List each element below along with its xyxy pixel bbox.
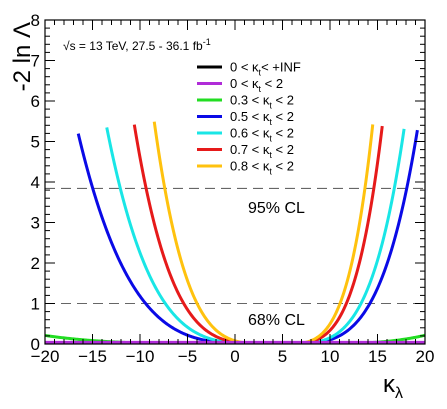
legend-label-subscript: t xyxy=(269,117,272,127)
legend-label-subscript: t xyxy=(269,101,272,111)
x-axis-title-main: κ xyxy=(383,371,396,398)
tick-labels: −20 −15 −10 −5 0 5 10 15 20 0 1 2 3 4 5 6 7 8 xyxy=(31,11,435,366)
legend-label-0: 0 < κt< +INF xyxy=(230,60,301,78)
legend-label-main: 0.8 < κ xyxy=(230,159,270,174)
legend-label-6: 0.8 < κt < 2 xyxy=(230,159,294,177)
legend-label-3: 0.5 < κt < 2 xyxy=(230,109,294,127)
y-tick-label: 3 xyxy=(31,214,40,233)
energy-lumi-text: = 13 TeV, 27.5 - 36.1 fb xyxy=(76,39,203,53)
x-tick-label: −10 xyxy=(126,347,155,366)
x-axis-title-subscript: λ xyxy=(395,385,403,402)
y-tick-label: 4 xyxy=(31,173,40,192)
x-tick-label: 20 xyxy=(416,347,435,366)
legend-label-range: < +INF xyxy=(261,60,301,75)
y-tick-label: 0 xyxy=(31,335,40,354)
legend-label-main: 0 < κ xyxy=(230,60,259,75)
legend-label-2: 0.3 < κt < 2 xyxy=(230,93,294,111)
y-axis-title: -2 ln Λ xyxy=(9,22,36,91)
legend-label-1: 0 < κt < 2 xyxy=(230,76,283,94)
y-tick-label: 7 xyxy=(31,52,40,71)
legend-label-range: < 2 xyxy=(272,93,294,108)
y-tick-label: 1 xyxy=(31,295,40,314)
legend-label-subscript: t xyxy=(269,150,272,160)
inverse-femtobarn-superscript: -1 xyxy=(203,37,211,47)
y-tick-label: 6 xyxy=(31,92,40,111)
axis-ticks xyxy=(44,19,426,345)
cl68-label: 68% CL xyxy=(248,312,305,329)
x-tick-label: −15 xyxy=(78,347,107,366)
x-tick-label: −5 xyxy=(178,347,197,366)
legend-label-range: < 2 xyxy=(261,76,283,91)
x-tick-label: 15 xyxy=(368,347,387,366)
legend-label-main: 0.3 < κ xyxy=(230,93,270,108)
legend-label-subscript: t xyxy=(259,84,262,94)
energy-annotation: √s = 13 TeV, 27.5 - 36.1 fb-1 xyxy=(63,37,211,53)
legend-label-main: 0.6 < κ xyxy=(230,126,270,141)
legend-label-range: < 2 xyxy=(272,109,294,124)
cl95-label: 95% CL xyxy=(248,200,305,217)
legend-label-subscript: t xyxy=(269,167,272,177)
legend-label-range: < 2 xyxy=(272,126,294,141)
y-tick-label: 8 xyxy=(31,11,40,30)
legend-label-main: 0.7 < κ xyxy=(230,142,270,157)
y-tick-label: 2 xyxy=(31,254,40,273)
legend-label-5: 0.7 < κt < 2 xyxy=(230,142,294,160)
x-tick-label: 0 xyxy=(230,347,239,366)
legend-label-subscript: t xyxy=(259,68,262,78)
legend-label-subscript: t xyxy=(269,134,272,144)
x-tick-label: 10 xyxy=(321,347,340,366)
legend-label-range: < 2 xyxy=(272,159,294,174)
sqrt-s-label: √s xyxy=(63,39,76,53)
x-axis-title: κλ xyxy=(383,371,403,402)
y-tick-label: 5 xyxy=(31,133,40,152)
x-tick-label: 5 xyxy=(278,347,287,366)
legend-label-main: 0 < κ xyxy=(230,76,259,91)
legend-label-range: < 2 xyxy=(272,142,294,157)
legend-label-main: 0.5 < κ xyxy=(230,109,270,124)
legend-label-4: 0.6 < κt < 2 xyxy=(230,126,294,144)
x-tick-label: −20 xyxy=(31,347,60,366)
